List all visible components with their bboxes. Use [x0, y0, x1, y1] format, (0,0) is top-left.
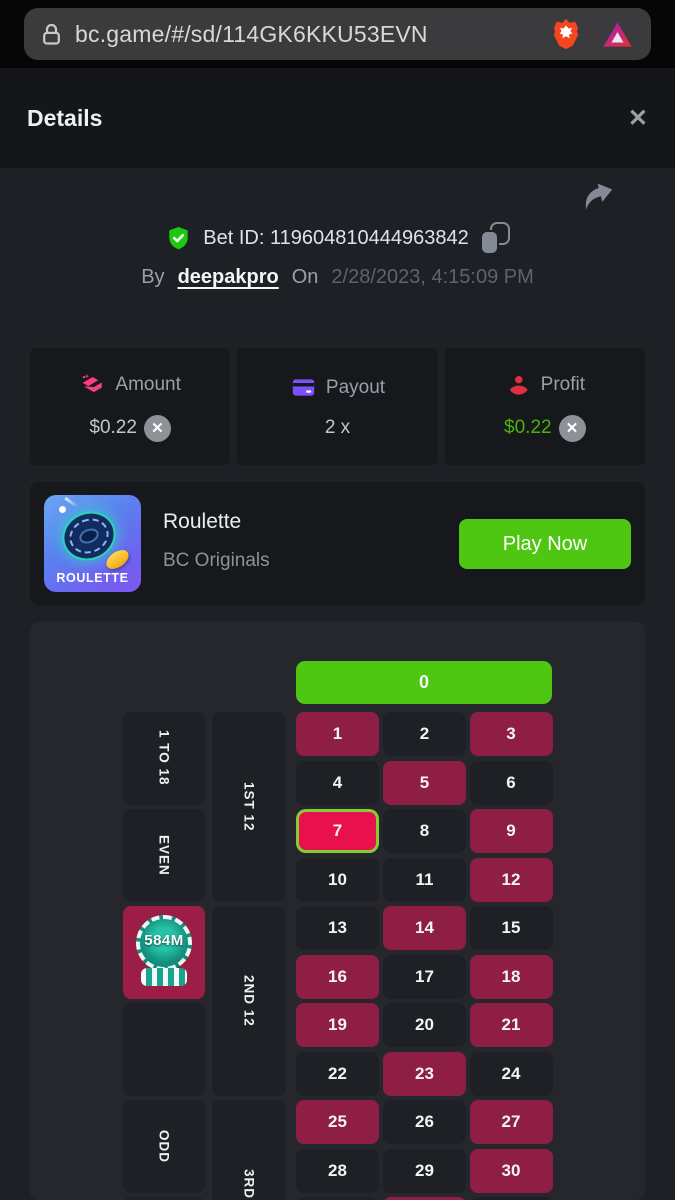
bet-cell-13[interactable]: 13: [296, 906, 379, 950]
bet-cell-9[interactable]: 9: [469, 809, 553, 853]
bet-cell-22[interactable]: 22: [296, 1051, 379, 1096]
bet-cell-24[interactable]: 24: [469, 1051, 553, 1096]
bet-cell-31[interactable]: 31: [296, 1197, 379, 1200]
bet-cell-25[interactable]: 25: [296, 1100, 379, 1144]
thumbnail-label: ROULETTE: [56, 571, 129, 585]
bet-cell-19[interactable]: 19: [296, 1003, 379, 1047]
bet-cell-3[interactable]: 3: [469, 712, 553, 756]
roulette-table: 0 1 2 3 4 5 6 7 8 9 10 11 12 13 14 15 16 17 18 19 20 21 22 23 24…: [30, 622, 645, 1200]
profit-label: Profit: [540, 374, 585, 395]
payout-value: 2 x: [324, 417, 351, 438]
bet-cell-33[interactable]: 33: [469, 1197, 553, 1200]
bet-cell-29[interactable]: 29: [383, 1148, 466, 1193]
url-text[interactable]: bc.game/#/sd/114GK6KKU53EVN: [75, 20, 428, 47]
bet-label-3rd-12: 3RD 12: [241, 1168, 257, 1200]
bet-cell-red[interactable]: 584M: [123, 906, 205, 999]
bet-cell-1-to-18[interactable]: 1 TO 18: [123, 712, 205, 805]
bet-cell-20[interactable]: 20: [383, 1003, 466, 1047]
game-card: ROULETTE Roulette BC Originals Play Now: [30, 482, 645, 605]
chip-stack-icon: [141, 968, 187, 987]
lock-icon[interactable]: [38, 21, 65, 48]
bet-cell-4[interactable]: 4: [296, 760, 379, 805]
roulette-thumbnail[interactable]: ROULETTE: [44, 495, 141, 592]
bet-id-row: Bet ID: 119604810444963842: [0, 222, 675, 255]
bet-cell-5[interactable]: 5: [383, 760, 466, 805]
bet-cell-10[interactable]: 10: [296, 857, 379, 902]
xrp-coin-icon: [558, 414, 586, 442]
share-icon[interactable]: [580, 178, 617, 220]
bet-cell-2nd-12[interactable]: 2ND 12: [212, 906, 286, 1096]
chip-icon: [136, 915, 192, 972]
bet-id-label: Bet ID: 119604810444963842: [203, 227, 469, 249]
modal-content: Bet ID: 119604810444963842 By deepakpro …: [0, 168, 675, 1200]
bet-meta-row: By deepakpro On 2/28/2023, 4:15:09 PM: [0, 266, 675, 289]
copy-icon[interactable]: [479, 222, 510, 255]
username-link[interactable]: deepakpro: [177, 266, 279, 288]
bet-cell-15[interactable]: 15: [469, 906, 553, 950]
bet-label-1st-12: 1ST 12: [241, 781, 257, 832]
on-label: On: [291, 266, 319, 288]
bet-cell-21[interactable]: 21: [469, 1003, 553, 1047]
play-now-button[interactable]: Play Now: [459, 519, 631, 569]
bet-cell-2[interactable]: 2: [383, 712, 466, 756]
bet-cell-26[interactable]: 26: [383, 1100, 466, 1144]
bet-cell-3rd-12[interactable]: 3RD 12: [212, 1100, 286, 1200]
bet-cell-8[interactable]: 8: [383, 809, 466, 853]
bet-cell-28[interactable]: 28: [296, 1148, 379, 1193]
chip-value: 584M: [144, 932, 184, 950]
bet-cell-1[interactable]: 1: [296, 712, 379, 756]
bet-datetime: 2/28/2023, 4:15:09 PM: [331, 266, 534, 288]
verified-shield-icon: [165, 225, 192, 252]
modal-header: Details ✕: [0, 68, 675, 168]
bet-cell-11[interactable]: 11: [383, 857, 466, 902]
bet-chip: 584M: [134, 915, 194, 989]
bet-cell-odd[interactable]: ODD: [123, 1100, 205, 1193]
bet-label-2nd-12: 2ND 12: [241, 974, 257, 1027]
bet-id-value: 119604810444963842: [269, 227, 469, 249]
bet-cell-6[interactable]: 6: [469, 760, 553, 805]
bet-cell-12[interactable]: 12: [469, 857, 553, 902]
payout-icon: [290, 374, 317, 401]
stats-row: Amount $0.22 Payout: [30, 348, 645, 465]
bet-cell-7[interactable]: 7: [296, 809, 379, 853]
amount-value: $0.22: [89, 417, 137, 438]
brave-shield-icon[interactable]: [548, 16, 584, 52]
payout-label: Payout: [325, 376, 386, 398]
payout-box: Payout 2 x: [237, 348, 438, 465]
bet-cell-23[interactable]: 23: [383, 1051, 466, 1096]
bet-label-odd: ODD: [156, 1129, 172, 1163]
bet-cell-14[interactable]: 14: [383, 906, 466, 950]
profit-icon: [505, 372, 532, 399]
bet-label-even: EVEN: [156, 834, 172, 876]
bet-cell-even[interactable]: EVEN: [123, 809, 205, 902]
game-provider: BC Originals: [163, 550, 270, 571]
bet-label-1-to-18: 1 TO 18: [156, 730, 172, 787]
browser-bar: bc.game/#/sd/114GK6KKU53EVN: [0, 0, 675, 68]
bet-cell-19-to-36[interactable]: [123, 1197, 205, 1200]
bat-token-icon[interactable]: [602, 19, 633, 50]
profit-value: $0.22: [504, 417, 552, 438]
bet-cell-27[interactable]: 27: [469, 1100, 553, 1144]
comet-art: [59, 506, 66, 513]
close-icon[interactable]: ✕: [627, 104, 648, 132]
xrp-coin-icon: [143, 414, 171, 442]
bet-cell-30[interactable]: 30: [469, 1148, 553, 1193]
modal-title: Details: [27, 104, 103, 131]
profit-box: Profit $0.22: [444, 348, 645, 465]
amount-icon: [79, 372, 106, 399]
by-label: By: [141, 266, 165, 288]
amount-box: Amount $0.22: [30, 348, 231, 465]
address-bar[interactable]: bc.game/#/sd/114GK6KKU53EVN: [24, 8, 651, 60]
bet-cell-1st-12[interactable]: 1ST 12: [212, 712, 286, 902]
game-title: Roulette: [163, 510, 242, 533]
bet-cell-0[interactable]: 0: [296, 661, 552, 704]
bet-cell-18[interactable]: 18: [469, 954, 553, 999]
bet-cell-16[interactable]: 16: [296, 954, 379, 999]
bet-cell-32[interactable]: 32: [383, 1197, 466, 1200]
bet-cell-black[interactable]: [123, 1003, 205, 1096]
amount-label: Amount: [115, 374, 181, 395]
bet-cell-17[interactable]: 17: [383, 954, 466, 999]
